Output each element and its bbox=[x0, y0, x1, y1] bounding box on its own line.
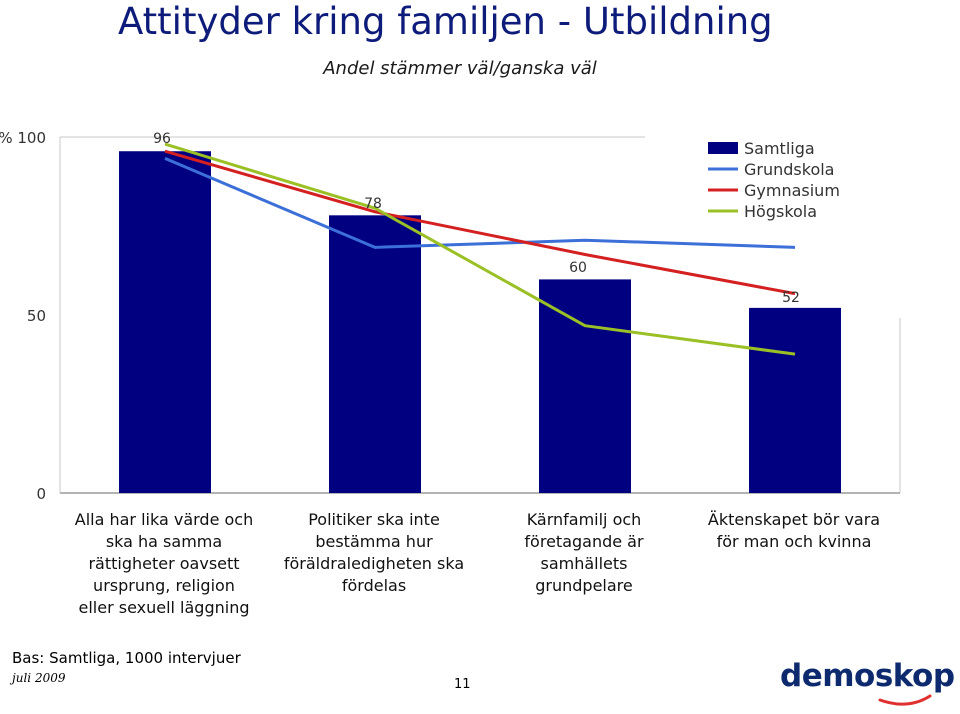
x-category-label: företagande är bbox=[524, 532, 644, 551]
legend-swatch bbox=[708, 142, 738, 154]
legend-label: Högskola bbox=[744, 202, 817, 221]
x-category-label: föräldraledigheten ska bbox=[284, 554, 464, 573]
line-grundskola bbox=[164, 156, 796, 249]
x-category-label: eller sexuell läggning bbox=[78, 598, 249, 617]
bar-samtliga bbox=[539, 279, 631, 493]
x-category-label: Politiker ska inte bbox=[308, 510, 440, 529]
logo-wordmark: demoskop bbox=[780, 658, 955, 694]
x-category-label: samhällets bbox=[540, 554, 627, 573]
slide-title: Attityder kring familjen - Utbildning bbox=[118, 0, 773, 43]
bar-data-label: 60 bbox=[569, 260, 587, 276]
demoskop-logo: demoskop bbox=[780, 658, 955, 710]
legend-label: Gymnasium bbox=[744, 181, 840, 200]
footer-date: juli 2009 bbox=[12, 671, 66, 685]
bar-samtliga bbox=[749, 307, 841, 493]
x-category-label: rättigheter oavsett bbox=[88, 554, 239, 573]
bar-samtliga bbox=[329, 215, 421, 493]
legend-label: Grundskola bbox=[744, 160, 834, 179]
x-category-label: för man och kvinna bbox=[717, 532, 872, 551]
footer-base-note: Bas: Samtliga, 1000 intervjuer bbox=[12, 649, 241, 667]
y-tick-label: % 100 bbox=[0, 129, 46, 147]
bar-data-label: 78 bbox=[364, 196, 382, 212]
x-category-label: Alla har lika värde och bbox=[75, 510, 253, 529]
y-tick-label: 50 bbox=[27, 307, 46, 325]
legend-label: Samtliga bbox=[744, 139, 815, 158]
x-category-label: ursprung, religion bbox=[93, 576, 235, 595]
x-category-label: bestämma hur bbox=[315, 532, 433, 551]
bar-data-label: 52 bbox=[782, 290, 800, 306]
line-högskola bbox=[164, 142, 796, 356]
page-number: 11 bbox=[454, 677, 471, 692]
slide-subtitle: Andel stämmer väl/ganska väl bbox=[323, 58, 597, 79]
x-category-label: ska ha samma bbox=[106, 532, 222, 551]
bar-samtliga bbox=[119, 151, 211, 494]
bar-data-label: 96 bbox=[153, 131, 171, 147]
x-category-label: fördelas bbox=[342, 576, 406, 595]
y-tick-label: 0 bbox=[36, 485, 46, 503]
line-gymnasium bbox=[164, 149, 796, 296]
x-category-label: grundpelare bbox=[535, 576, 633, 595]
x-category-label: Äktenskapet bör vara bbox=[708, 510, 880, 529]
x-category-label: Kärnfamilj och bbox=[527, 510, 642, 529]
logo-swoosh-icon bbox=[878, 694, 932, 706]
